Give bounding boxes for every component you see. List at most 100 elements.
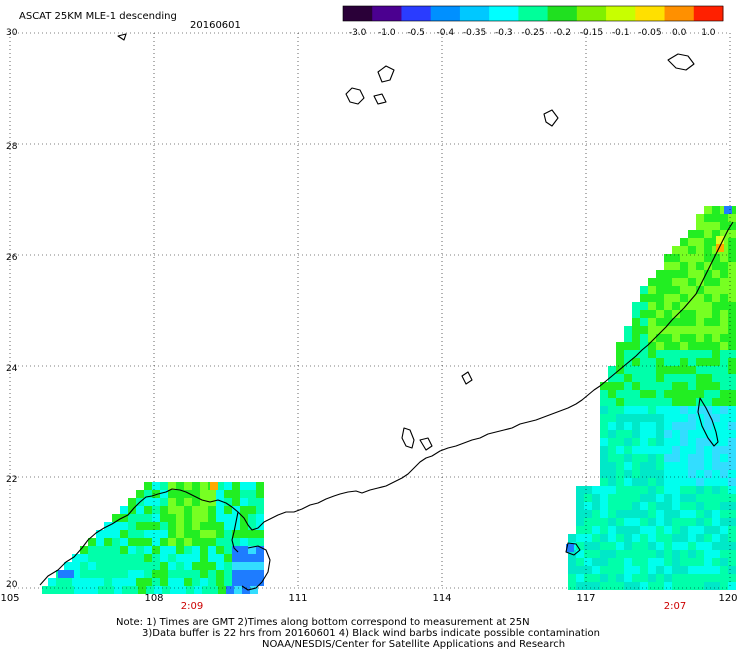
swath-cell: [616, 486, 624, 494]
swath-cell: [192, 498, 200, 506]
swath-cell: [112, 546, 120, 554]
swath-cell: [592, 502, 600, 510]
swath-cell: [608, 534, 616, 542]
swath-cell: [704, 398, 712, 406]
swath-cell: [696, 574, 704, 582]
swath-cell: [224, 570, 232, 578]
swath-cell: [640, 414, 648, 422]
swath-cell: [152, 578, 160, 586]
swath-cell: [640, 342, 648, 350]
swath-cell: [664, 390, 672, 398]
swath-cell: [584, 510, 592, 518]
swath-cell: [696, 534, 704, 542]
swath-cell: [640, 398, 648, 406]
swath-cell: [688, 286, 696, 294]
swath-cell: [728, 318, 736, 326]
swath-cell: [728, 574, 736, 582]
swath-cell: [720, 342, 728, 350]
swath-cell: [704, 582, 712, 590]
swath-cell: [696, 310, 704, 318]
swath-cell: [696, 446, 704, 454]
swath-cell: [120, 506, 128, 514]
swath-cell: [160, 578, 168, 586]
swath-cell: [232, 570, 240, 578]
swath-cell: [688, 398, 696, 406]
swath-cell: [672, 478, 680, 486]
swath-cell: [672, 310, 680, 318]
swath-cell: [728, 486, 736, 494]
swath-cell: [672, 302, 680, 310]
swath-cell: [632, 326, 640, 334]
swath-cell: [152, 538, 160, 546]
swath-cell: [672, 462, 680, 470]
swath-cell: [256, 554, 264, 562]
swath-cell: [120, 538, 128, 546]
swath-cell: [624, 518, 632, 526]
swath-cell: [112, 570, 120, 578]
swath-cell: [616, 566, 624, 574]
swath-cell: [184, 482, 192, 490]
swath-cell: [600, 534, 608, 542]
swath-cell: [656, 470, 664, 478]
swath-cell: [632, 550, 640, 558]
swath-cell: [256, 538, 264, 546]
swath-cell: [728, 366, 736, 374]
swath-cell: [664, 342, 672, 350]
swath-cell: [216, 546, 224, 554]
swath-cell: [600, 566, 608, 574]
swath-cell: [208, 562, 216, 570]
swath-cell: [160, 498, 168, 506]
swath-cell: [576, 574, 584, 582]
swath-cell: [672, 438, 680, 446]
swath-cell: [688, 278, 696, 286]
swath-cell: [696, 334, 704, 342]
swath-cell: [584, 534, 592, 542]
swath-cell: [232, 554, 240, 562]
colorbar-segment: [518, 6, 549, 21]
swath-cell: [168, 538, 176, 546]
swath-cell: [720, 286, 728, 294]
swath-cell: [640, 334, 648, 342]
swath-cell: [624, 494, 632, 502]
swath-cell: [256, 562, 264, 570]
swath-cell: [712, 302, 720, 310]
swath-cell: [72, 578, 80, 586]
swath-cell: [664, 518, 672, 526]
colorbar-label: -0.05: [638, 28, 662, 38]
swath-cell: [648, 566, 656, 574]
swath-cell: [608, 446, 616, 454]
swath-cell: [640, 558, 648, 566]
swath-cell: [648, 302, 656, 310]
swath-cell: [106, 586, 114, 594]
swath-cell: [672, 518, 680, 526]
swath-cell: [720, 390, 728, 398]
swath-cell: [688, 318, 696, 326]
x-axis-label-117: 117: [576, 593, 596, 604]
colorbar-segment: [664, 6, 695, 21]
swath-cell: [608, 494, 616, 502]
swath-cell: [640, 502, 648, 510]
swath-cell: [56, 578, 64, 586]
swath-cell: [600, 526, 608, 534]
swath-cell: [176, 538, 184, 546]
swath-cell: [192, 546, 200, 554]
swath-cell: [232, 538, 240, 546]
colorbar-label: 1.0: [701, 28, 716, 38]
swath-cell: [632, 526, 640, 534]
swath-cell: [72, 554, 80, 562]
swath-cell: [696, 486, 704, 494]
swath-cell: [720, 518, 728, 526]
swath-cell: [712, 350, 720, 358]
swath-cell: [120, 562, 128, 570]
swath-cell: [720, 566, 728, 574]
swath-cell: [704, 414, 712, 422]
swath-cell: [80, 570, 88, 578]
swath-cell: [632, 558, 640, 566]
swath-cell: [160, 490, 168, 498]
swath-cell: [256, 530, 264, 538]
swath-cell: [728, 534, 736, 542]
swath-cell: [688, 374, 696, 382]
swath-cell: [144, 482, 152, 490]
swath-cell: [728, 550, 736, 558]
swath-cell: [696, 262, 704, 270]
